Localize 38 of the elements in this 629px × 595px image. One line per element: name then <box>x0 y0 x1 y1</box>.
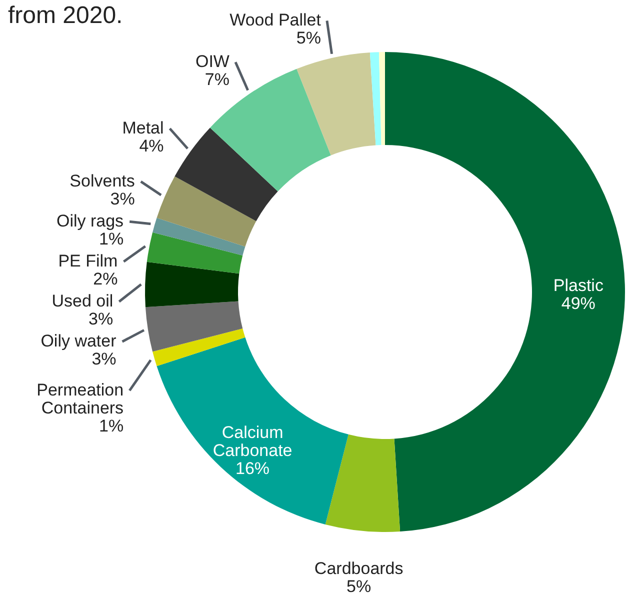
data-label: 5% <box>296 28 321 48</box>
data-label: 3% <box>110 190 135 209</box>
slice-label: Oily rags <box>56 212 124 231</box>
slice-label: PE Film <box>58 252 118 271</box>
slice-label: Permeation Containers <box>36 380 124 418</box>
data-label: 7% <box>204 70 230 90</box>
donut-slice <box>152 218 246 256</box>
data-label: 1% <box>98 230 124 249</box>
slice-label: Used oil <box>52 292 114 311</box>
donut-slice <box>156 176 256 247</box>
data-label: 4% <box>139 136 164 156</box>
data-label: 1% <box>98 416 124 436</box>
data-label: 2% <box>93 270 118 289</box>
donut-slice <box>296 52 376 156</box>
data-label: 5% <box>346 576 372 595</box>
data-label: 3% <box>88 310 114 329</box>
slice-label: Calcium Carbonate <box>212 423 292 460</box>
slice-label: Cardboards <box>314 558 404 578</box>
slice-label: Plastic <box>553 276 604 295</box>
donut-slice <box>145 301 243 352</box>
donut-slice <box>156 337 348 524</box>
donut-slice <box>145 262 240 308</box>
slice-label: OIW <box>195 52 230 72</box>
donut-slice <box>385 52 625 532</box>
slice-label: Oily water <box>40 332 117 351</box>
slice-label: Metal <box>122 118 164 138</box>
donut-slice <box>325 434 400 532</box>
donut-slice <box>152 328 246 366</box>
data-label: 3% <box>92 350 116 369</box>
data-label: 16% <box>236 459 270 478</box>
chart-title: from 2020. <box>8 2 123 29</box>
slice-label: Wood Pallet <box>230 10 322 30</box>
slice-label: Solvents <box>70 172 135 191</box>
donut-slice <box>174 128 278 222</box>
donut-slice <box>378 52 385 146</box>
donut-slice <box>146 232 243 274</box>
data-label: 49% <box>561 294 596 313</box>
donut-slice <box>370 52 382 146</box>
